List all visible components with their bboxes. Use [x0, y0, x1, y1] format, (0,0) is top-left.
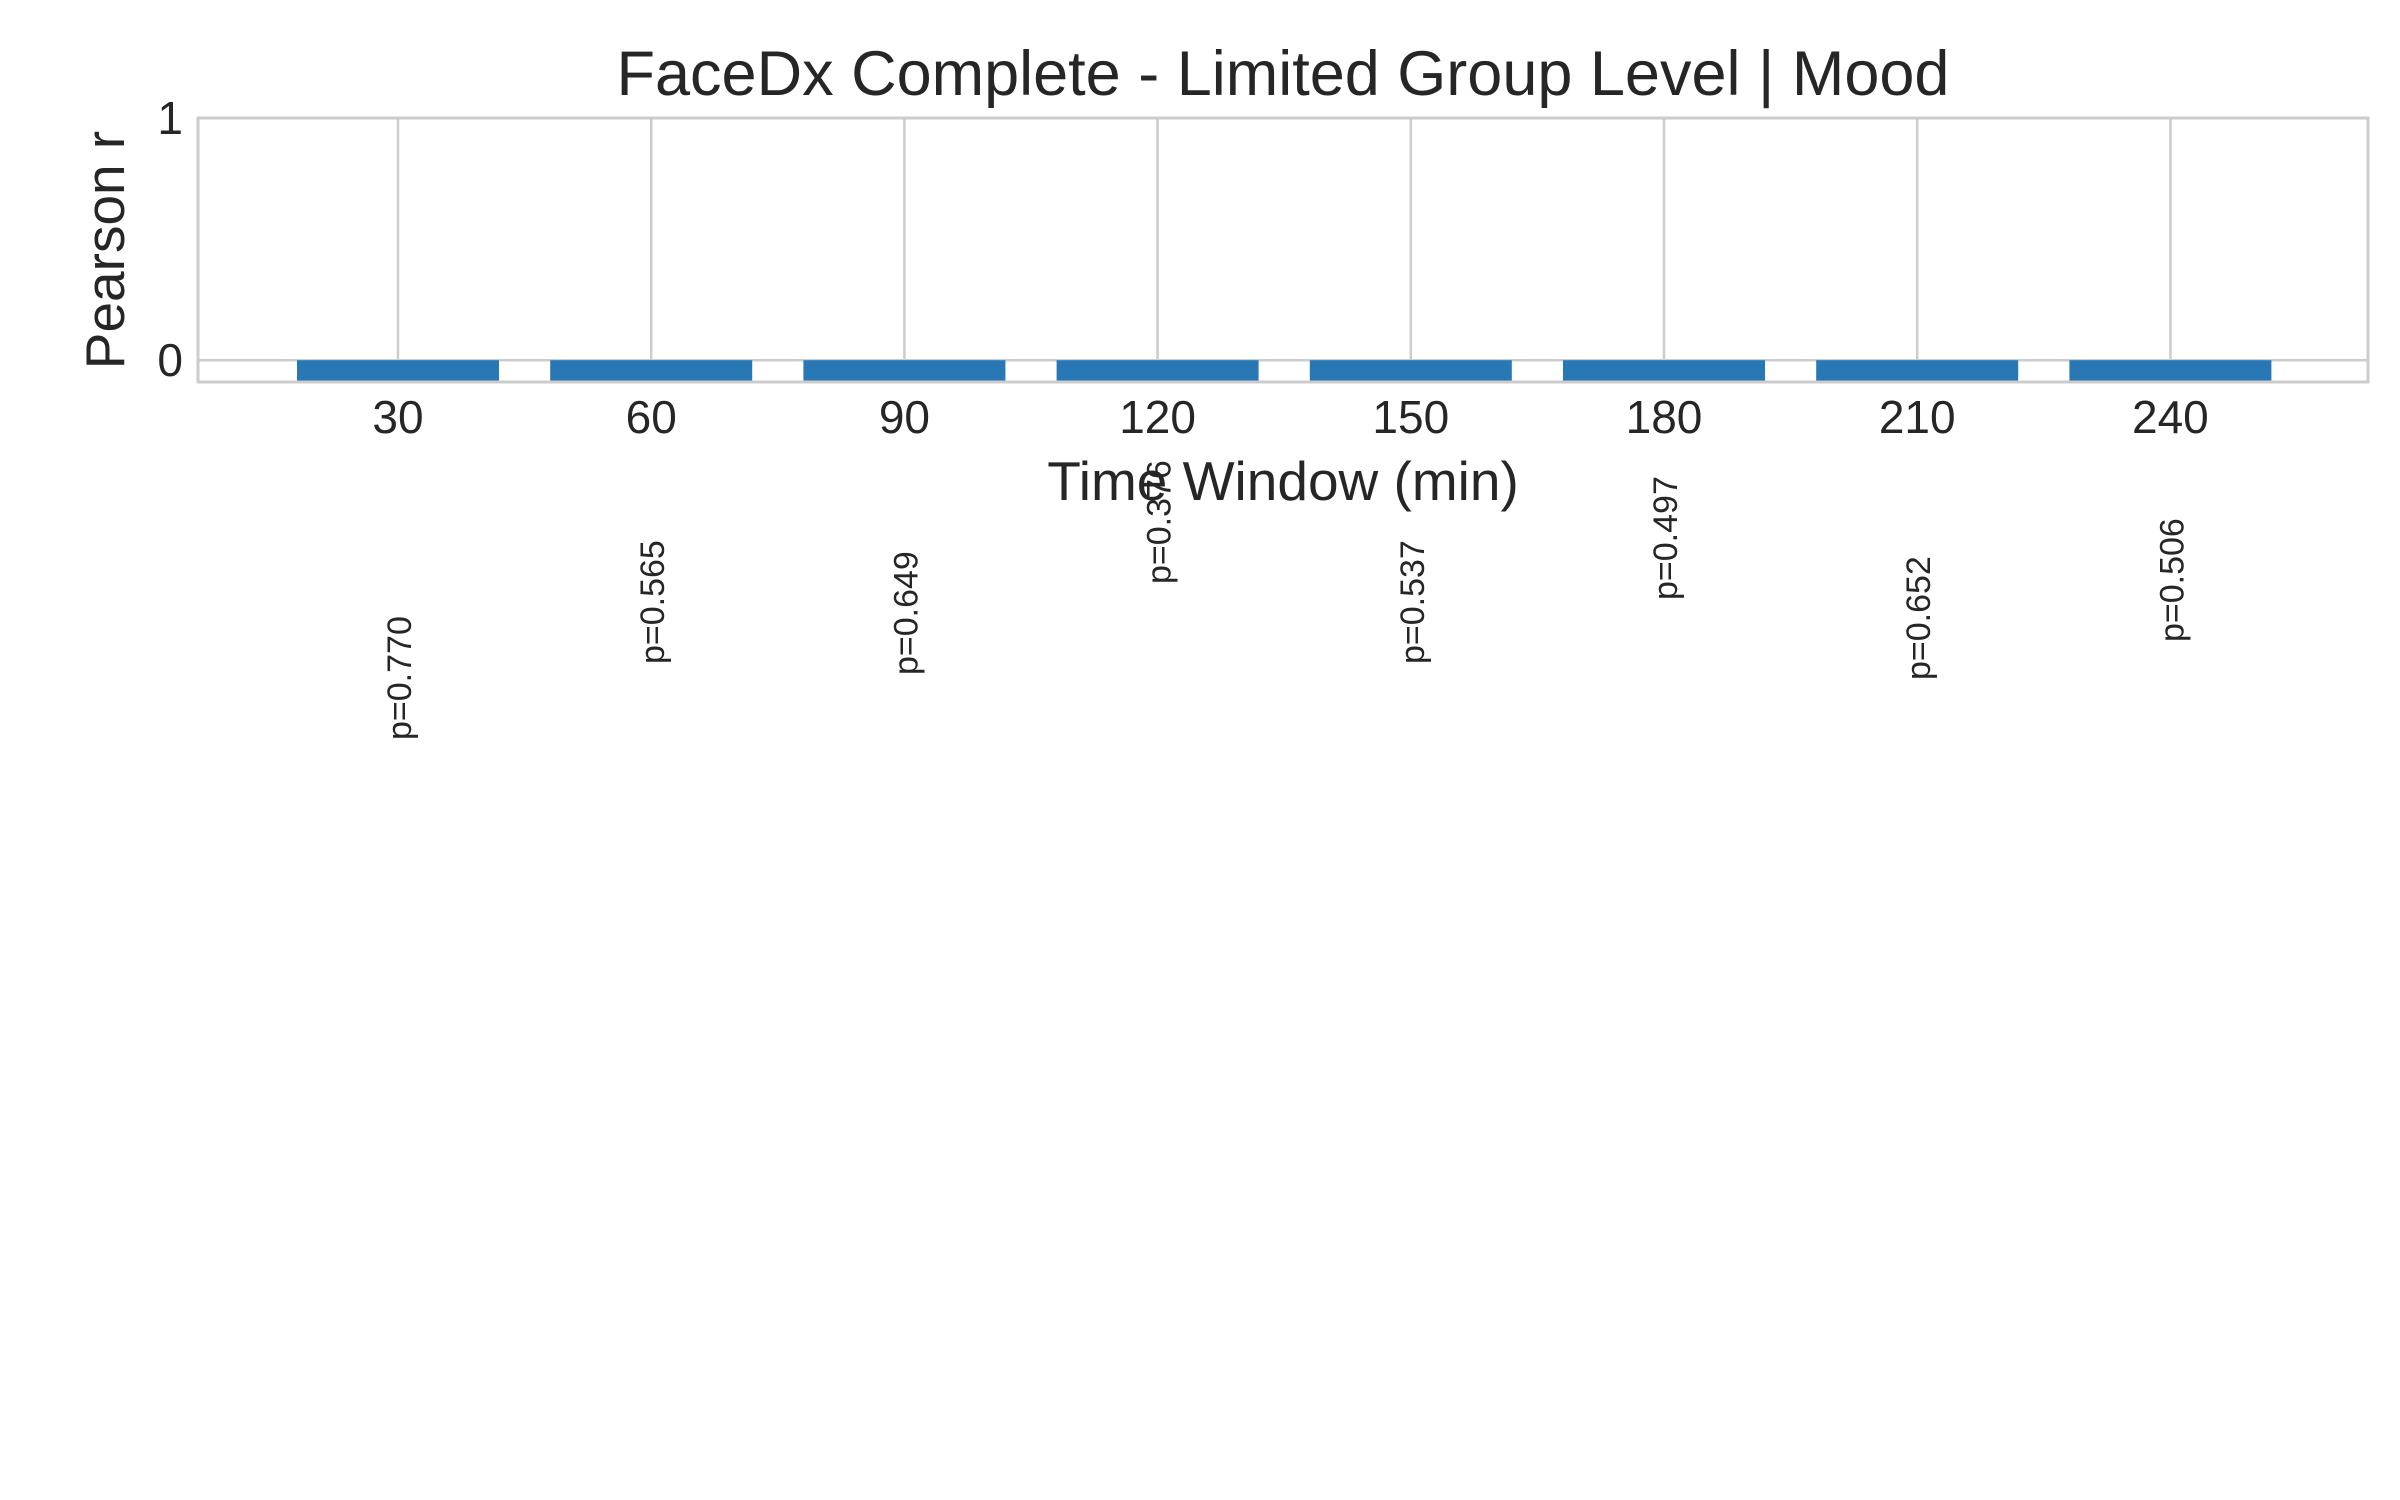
- x-tick-labels: 30 60 90 120 150 180 210 240: [372, 391, 2208, 443]
- p-value-label: p=0.770: [381, 616, 419, 740]
- p-value-annotations: p=0.770 p=0.565 p=0.649 p=0.376 p=0.537 p=0.4…: [381, 460, 2191, 740]
- x-tick-label: 240: [2132, 391, 2209, 443]
- y-tick-label: 1: [157, 92, 183, 144]
- x-tick-label: 150: [1372, 391, 1449, 443]
- x-tick-label: 120: [1119, 391, 1196, 443]
- bar-60: [550, 360, 753, 382]
- x-tick-label: 180: [1626, 391, 1703, 443]
- x-tick-label: 60: [626, 391, 677, 443]
- y-tick-labels: 01: [157, 92, 183, 386]
- bars: [297, 360, 2272, 382]
- x-tick-label: 90: [879, 391, 930, 443]
- p-value-label: p=0.649: [887, 551, 925, 675]
- plot-area-frame: [196, 116, 2370, 384]
- bar-30: [297, 360, 499, 382]
- x-tick-label: 30: [372, 391, 423, 443]
- p-value-label: p=0.506: [2153, 518, 2191, 642]
- bar-180: [1563, 360, 1765, 382]
- x-axis-label: Time Window (min): [1047, 450, 1519, 512]
- y-tick-label: 0: [157, 334, 183, 386]
- grid-lines: [198, 116, 2368, 382]
- x-tick-label: 210: [1879, 391, 1956, 443]
- p-value-label: p=0.652: [1900, 556, 1938, 680]
- p-value-label: p=0.537: [1394, 540, 1432, 664]
- bar-150: [1309, 360, 1512, 382]
- bar-120: [1056, 360, 1259, 382]
- bar-90: [803, 360, 1006, 382]
- p-value-label: p=0.565: [634, 540, 672, 664]
- bar-210: [1816, 360, 2019, 382]
- p-value-label: p=0.497: [1647, 476, 1685, 600]
- bar-240: [2069, 360, 2272, 382]
- chart-title: FaceDx Complete - Limited Group Level | …: [617, 39, 1950, 109]
- y-axis-label: Pearson r: [74, 131, 136, 369]
- p-value-label: p=0.376: [1141, 460, 1179, 584]
